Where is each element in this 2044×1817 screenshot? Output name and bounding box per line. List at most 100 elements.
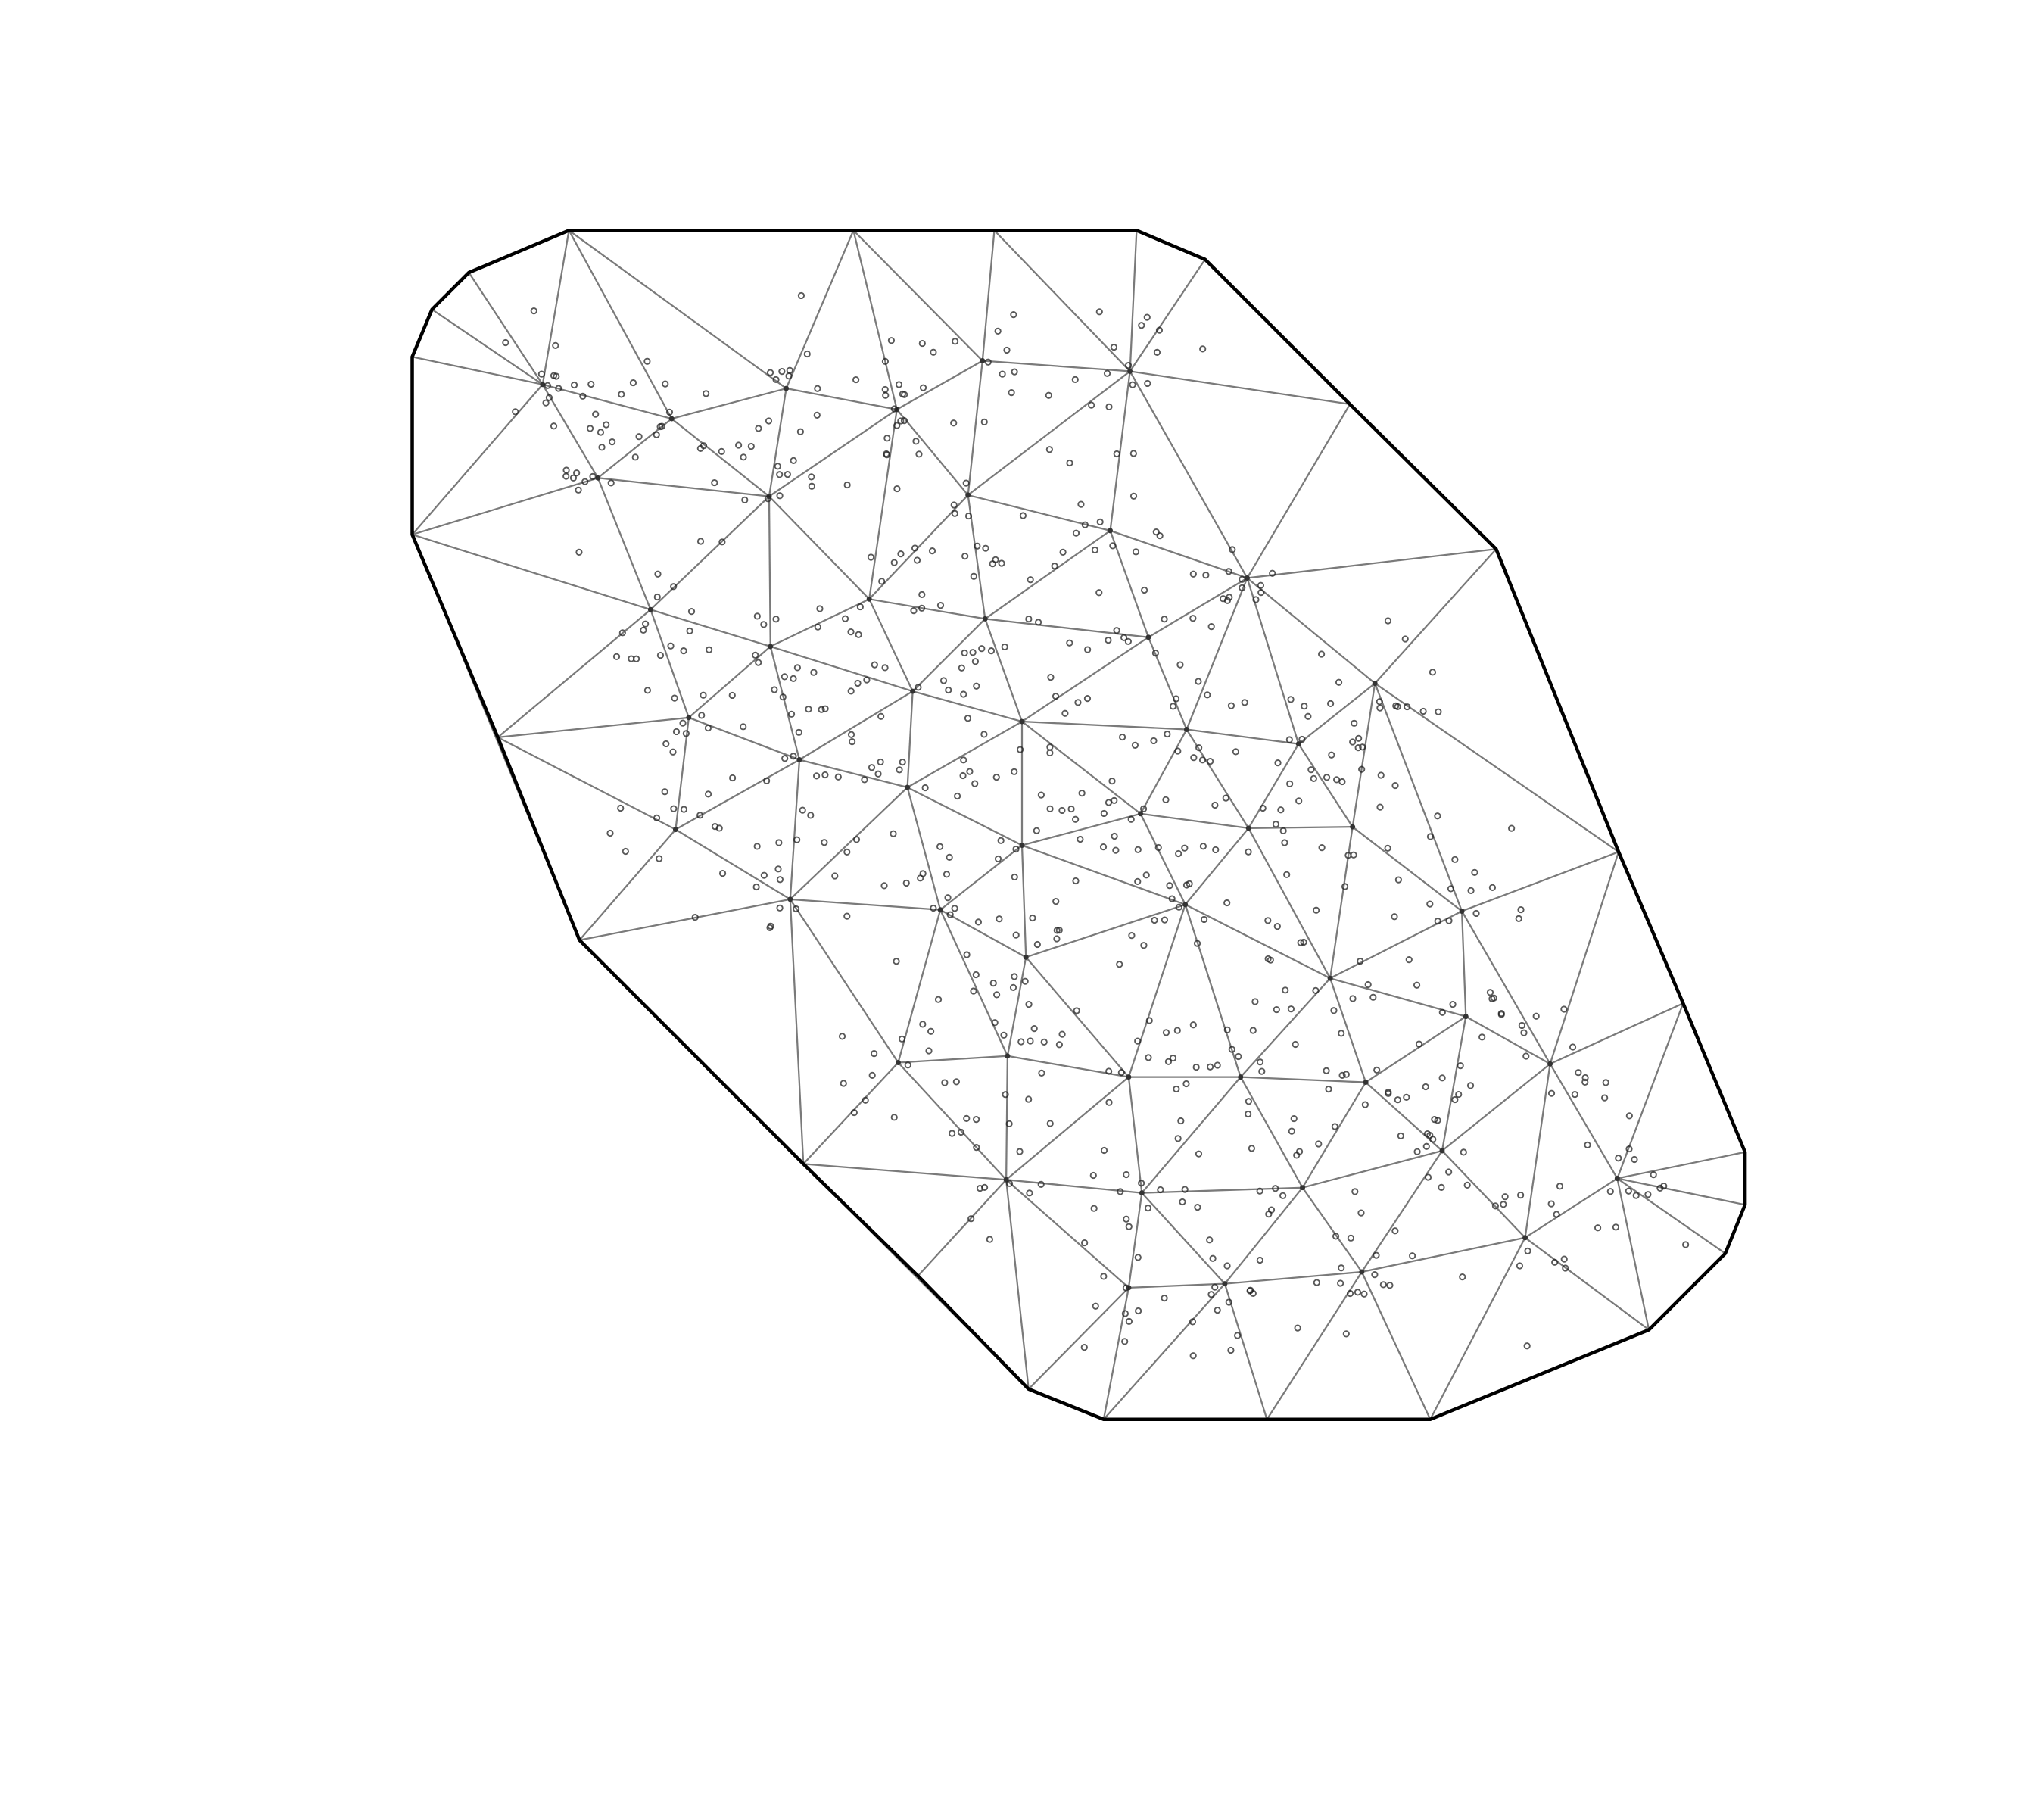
point bbox=[781, 755, 789, 762]
point bbox=[1249, 1027, 1257, 1034]
point bbox=[1058, 1030, 1066, 1038]
point bbox=[1313, 1279, 1320, 1286]
point bbox=[1017, 1038, 1025, 1046]
mesh-node bbox=[1183, 727, 1189, 732]
point bbox=[991, 1019, 999, 1027]
mesh-node bbox=[937, 907, 943, 913]
mesh-node bbox=[1614, 1176, 1620, 1181]
point bbox=[1426, 833, 1435, 840]
mesh-edge bbox=[939, 909, 1008, 1057]
point bbox=[711, 478, 718, 487]
mesh-edge bbox=[1298, 743, 1354, 827]
point bbox=[1318, 844, 1326, 852]
point bbox=[1349, 738, 1357, 746]
point bbox=[934, 996, 943, 1003]
mesh-edge bbox=[768, 408, 898, 497]
point bbox=[653, 593, 661, 601]
point bbox=[997, 837, 1005, 844]
point bbox=[974, 918, 983, 926]
point bbox=[562, 466, 570, 474]
mesh-node bbox=[1182, 902, 1189, 908]
mesh-edge bbox=[939, 844, 1023, 911]
mesh-edge bbox=[1027, 1287, 1129, 1390]
mesh-edge bbox=[982, 360, 1130, 372]
point bbox=[704, 724, 712, 732]
mesh-node bbox=[1138, 811, 1144, 817]
point bbox=[502, 338, 509, 347]
point bbox=[617, 804, 625, 812]
point bbox=[867, 553, 875, 561]
mesh-edge bbox=[1129, 258, 1206, 372]
mesh-node bbox=[787, 896, 793, 902]
point bbox=[1256, 1256, 1263, 1264]
mesh-edge bbox=[1103, 1282, 1226, 1420]
mesh-edge bbox=[541, 384, 599, 478]
point bbox=[1192, 1063, 1200, 1071]
point bbox=[1134, 846, 1142, 853]
point bbox=[1122, 1284, 1130, 1292]
point bbox=[1486, 989, 1494, 996]
point bbox=[1471, 868, 1478, 876]
point bbox=[1138, 1180, 1145, 1187]
point bbox=[1140, 942, 1148, 949]
point bbox=[1034, 619, 1042, 626]
mesh-edge bbox=[897, 909, 942, 1063]
mesh-edge bbox=[1248, 827, 1332, 979]
mesh-edge bbox=[1301, 1081, 1367, 1189]
point bbox=[1164, 1058, 1173, 1065]
mesh-node bbox=[866, 596, 872, 602]
point bbox=[635, 433, 643, 441]
point bbox=[1556, 1183, 1564, 1190]
mesh-node bbox=[1363, 1080, 1369, 1086]
point bbox=[971, 658, 980, 665]
point bbox=[752, 883, 760, 891]
point bbox=[575, 486, 582, 494]
point bbox=[1257, 581, 1265, 589]
point bbox=[643, 687, 652, 694]
point bbox=[1313, 906, 1320, 914]
point bbox=[874, 770, 882, 778]
point bbox=[1455, 1090, 1463, 1099]
mesh-node bbox=[965, 492, 971, 498]
mesh-edge bbox=[1184, 827, 1250, 905]
mesh-edge bbox=[799, 690, 914, 761]
point bbox=[984, 358, 992, 366]
mesh-edge bbox=[770, 598, 870, 647]
mesh-edge bbox=[688, 716, 800, 761]
point bbox=[656, 651, 665, 659]
point bbox=[883, 435, 891, 442]
point bbox=[1357, 957, 1364, 965]
mesh-node bbox=[1295, 741, 1301, 747]
point bbox=[1257, 588, 1265, 597]
point bbox=[1117, 1188, 1124, 1195]
mesh-node bbox=[1372, 681, 1378, 687]
point bbox=[918, 604, 926, 612]
mesh-edge bbox=[981, 230, 996, 361]
point bbox=[1239, 584, 1246, 591]
point bbox=[1401, 635, 1409, 643]
point bbox=[989, 560, 996, 568]
point bbox=[1161, 616, 1168, 623]
point bbox=[1625, 1112, 1633, 1120]
point bbox=[1422, 1083, 1429, 1091]
point bbox=[512, 408, 519, 416]
point bbox=[893, 485, 901, 493]
point bbox=[698, 712, 706, 719]
point bbox=[1290, 1114, 1298, 1123]
point bbox=[980, 1183, 989, 1191]
mesh-node bbox=[1359, 1269, 1365, 1275]
point bbox=[1112, 846, 1120, 854]
point bbox=[1030, 1025, 1038, 1033]
mesh-edge bbox=[984, 619, 1024, 722]
point bbox=[1204, 691, 1211, 699]
point bbox=[776, 492, 784, 500]
point bbox=[1295, 797, 1303, 805]
mesh-edge bbox=[1186, 578, 1248, 730]
mesh-edge bbox=[431, 308, 544, 385]
point bbox=[612, 653, 621, 660]
mesh-edge bbox=[768, 388, 787, 497]
point bbox=[910, 606, 918, 615]
point bbox=[1019, 512, 1027, 519]
mesh-node bbox=[540, 382, 546, 388]
